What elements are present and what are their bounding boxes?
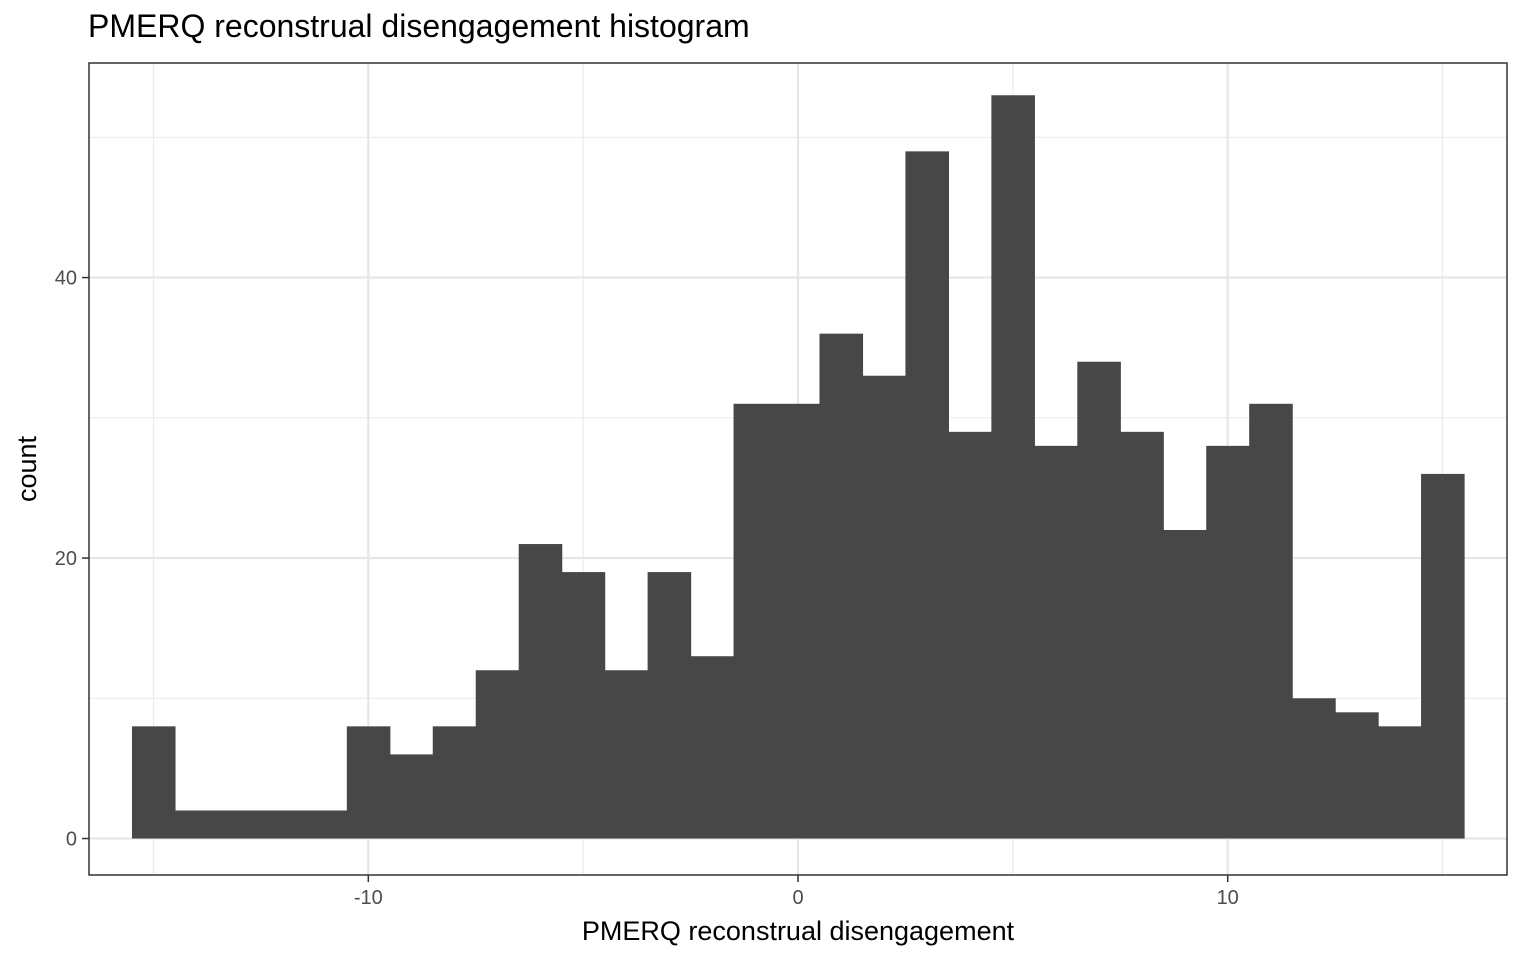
y-tick-label: 20 bbox=[55, 548, 77, 570]
x-tick-label: 10 bbox=[1217, 887, 1239, 909]
histogram-bar bbox=[1335, 712, 1379, 839]
y-tick-label: 40 bbox=[55, 268, 77, 290]
y-axis-ticks: 0 20 40 bbox=[55, 268, 89, 851]
histogram-bar bbox=[260, 810, 305, 839]
x-tick-label: 0 bbox=[792, 887, 803, 909]
histogram-bar bbox=[776, 403, 821, 839]
histogram-bar bbox=[303, 810, 348, 839]
histogram-bar bbox=[690, 656, 735, 839]
histogram-bar bbox=[475, 670, 520, 839]
histogram-bar bbox=[647, 572, 692, 839]
histogram-bar bbox=[1378, 726, 1422, 839]
histogram-bar bbox=[389, 754, 434, 839]
chart-title: PMERQ reconstrual disengagement histogra… bbox=[88, 8, 750, 44]
y-tick-label: 0 bbox=[66, 829, 77, 851]
histogram-bar bbox=[217, 810, 262, 839]
histogram-bar bbox=[1120, 431, 1164, 839]
histogram-bar bbox=[1249, 403, 1293, 839]
histogram-bar bbox=[1206, 445, 1250, 839]
histogram-bar bbox=[862, 375, 907, 839]
histogram-bar bbox=[1163, 530, 1207, 839]
histogram-bar bbox=[174, 810, 219, 839]
histogram-bar bbox=[733, 403, 778, 839]
histogram-bar bbox=[1292, 698, 1336, 839]
histogram-bar bbox=[346, 726, 391, 839]
histogram-bar bbox=[991, 95, 1035, 839]
bars bbox=[131, 95, 1465, 839]
y-axis-label: count bbox=[12, 435, 42, 502]
x-axis-label: PMERQ reconstrual disengagement bbox=[582, 916, 1015, 946]
histogram-bar bbox=[905, 151, 949, 839]
histogram-bar bbox=[432, 726, 477, 839]
histogram-bar bbox=[604, 670, 649, 839]
histogram-bar bbox=[948, 431, 992, 839]
x-tick-label: -10 bbox=[354, 887, 383, 909]
histogram-bar bbox=[1034, 445, 1078, 839]
x-axis-ticks: -10 0 10 bbox=[354, 875, 1239, 909]
histogram-bar bbox=[1077, 361, 1121, 839]
histogram-bar bbox=[131, 726, 176, 839]
histogram-bar bbox=[1421, 473, 1465, 839]
histogram-bar bbox=[518, 544, 563, 839]
histogram-bar bbox=[819, 333, 864, 839]
histogram-bar bbox=[561, 572, 606, 839]
